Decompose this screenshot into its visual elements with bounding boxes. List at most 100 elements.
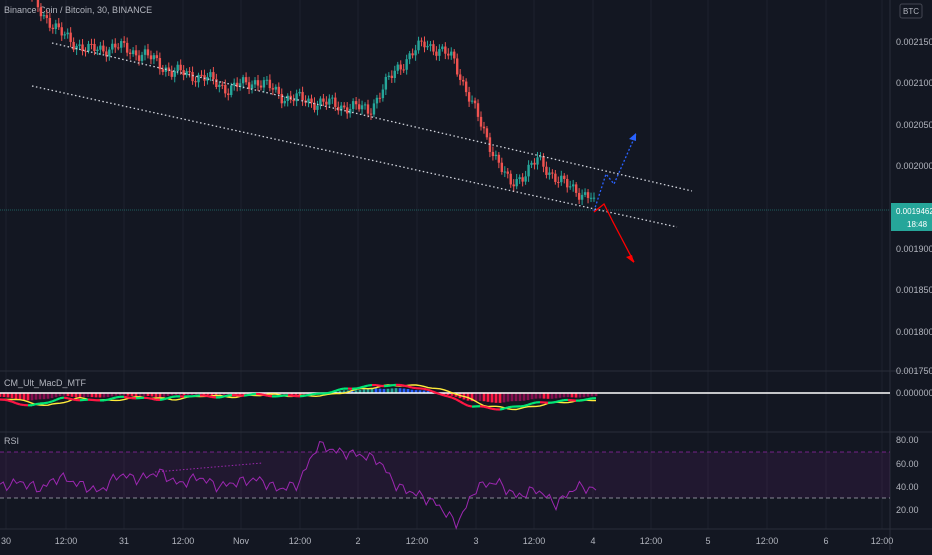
macd-line-segment	[48, 401, 52, 402]
macd-line-segment	[112, 397, 116, 398]
macd-line-segment	[204, 396, 208, 397]
candle-body	[162, 69, 164, 72]
macd-histogram-bar	[503, 393, 506, 402]
candle-body	[486, 128, 488, 137]
macd-line-segment	[500, 409, 504, 410]
macd-line-segment	[208, 396, 212, 397]
time-tick: 2	[355, 536, 360, 546]
candle-body	[515, 179, 517, 186]
rsi-tick: 80.00	[896, 435, 919, 445]
candle-body	[504, 172, 506, 173]
candle-body	[402, 69, 404, 70]
macd-line-segment	[588, 398, 592, 399]
macd-line-segment	[560, 400, 564, 401]
macd-line-segment	[332, 391, 336, 392]
macd-line-segment	[484, 407, 488, 408]
macd-histogram-bar	[495, 393, 498, 403]
macd-histogram-bar	[499, 393, 502, 403]
candle-body	[292, 100, 294, 101]
time-tick: 4	[590, 536, 595, 546]
macd-line-segment	[260, 394, 264, 395]
candle-body	[513, 184, 515, 186]
macd-line-segment	[264, 395, 268, 396]
currency-badge[interactable]: BTC	[900, 4, 922, 18]
macd-line-segment	[16, 403, 20, 404]
candle-body	[376, 98, 378, 104]
candle-body	[310, 99, 312, 103]
candle-body	[426, 46, 428, 47]
candle-body	[221, 85, 223, 86]
macd-line-segment	[64, 398, 68, 399]
candle-body	[417, 41, 419, 51]
current-price-value: 0.0019462	[896, 207, 932, 216]
macd-line-segment	[428, 390, 432, 391]
candle-body	[471, 101, 473, 102]
macd-line-segment	[408, 386, 412, 387]
candle-body	[242, 77, 244, 83]
candle-body	[233, 83, 235, 86]
candle-body	[391, 76, 393, 78]
candle-body	[435, 52, 437, 56]
macd-line-segment	[452, 398, 456, 400]
candle-body	[263, 80, 265, 87]
macd-line-segment	[8, 400, 12, 401]
macd-histogram-bar	[511, 393, 514, 401]
time-tick: 12:00	[756, 536, 779, 546]
candle-body	[141, 55, 143, 61]
candle-body	[444, 47, 446, 54]
candle-body	[483, 127, 485, 129]
macd-line-segment	[212, 397, 216, 398]
rsi-band-fill	[0, 452, 890, 498]
candle-body	[474, 101, 476, 104]
candle-body	[120, 41, 122, 48]
candle-body	[346, 107, 348, 113]
macd-line-segment	[444, 395, 448, 396]
candle-body	[182, 70, 184, 75]
candle-body	[560, 176, 562, 182]
macd-line-segment	[504, 407, 508, 408]
macd-line-segment	[60, 398, 64, 399]
macd-line-segment	[36, 404, 40, 405]
candle-body	[587, 192, 589, 198]
candle-body	[453, 52, 455, 59]
candle-body	[111, 44, 113, 50]
candle-body	[480, 117, 482, 127]
macd-line-segment	[152, 399, 156, 400]
candle-body	[171, 71, 173, 77]
candle-body	[400, 65, 402, 70]
candle-body	[328, 99, 330, 105]
candle-body	[269, 80, 271, 88]
candle-body	[530, 163, 532, 165]
time-tick: 12:00	[640, 536, 663, 546]
time-tick: 5	[705, 536, 710, 546]
candle-body	[194, 81, 196, 82]
candle-body	[408, 53, 410, 59]
candle-body	[49, 18, 51, 28]
candle-body	[200, 75, 202, 76]
candle-body	[78, 44, 80, 45]
candle-body	[518, 177, 520, 179]
time-tick: 12:00	[172, 536, 195, 546]
symbol-title: Binance Coin / Bitcoin, 30, BINANCE	[4, 5, 152, 15]
candle-body	[87, 44, 89, 51]
time-tick: 12:00	[523, 536, 546, 546]
macd-line-segment	[448, 396, 452, 397]
candle-body	[521, 177, 523, 181]
candle-body	[135, 50, 137, 55]
macd-line-segment	[32, 404, 36, 405]
candle-body	[581, 195, 583, 200]
candle-body	[542, 156, 544, 167]
macd-histogram-bar	[491, 393, 494, 402]
macd-histogram-bar	[31, 393, 34, 400]
candle-body	[153, 55, 155, 59]
candle-body	[423, 42, 425, 48]
candle-body	[123, 41, 125, 43]
macd-histogram-bar	[555, 393, 558, 398]
candle-body	[174, 71, 176, 77]
time-tick: 12:00	[871, 536, 894, 546]
